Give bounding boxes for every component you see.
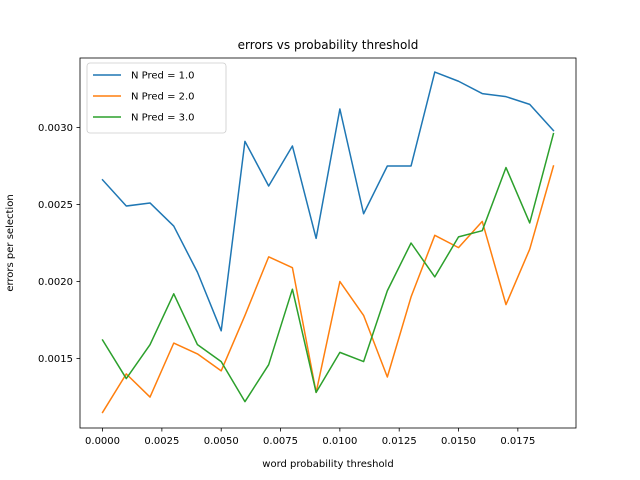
legend-label-1: N Pred = 1.0 [131,71,195,82]
y-tick-label: 0.0025 [38,200,73,211]
x-tick-label: 0.0100 [322,436,357,447]
x-tick-label: 0.0175 [500,436,535,447]
series-layer [101,71,555,414]
y-tick-label: 0.0020 [38,277,73,288]
chart-title: errors vs probability threshold [238,38,419,52]
x-tick-label: 0.0075 [263,436,298,447]
y-axis: 0.0015 0.0020 0.0025 0.0030 [38,123,80,365]
legend-label-2: N Pred = 2.0 [131,92,195,103]
plot-area-frame [79,57,577,429]
x-tick-label: 0.0000 [85,436,120,447]
x-tick-label: 0.0150 [441,436,476,447]
series-line-3 [101,132,555,403]
series-line-1 [101,71,555,332]
y-tick-label: 0.0030 [38,123,73,134]
x-axis: 0.0000 0.0025 0.0050 0.0075 0.0100 0.0125 0.01… [85,428,535,447]
x-tick-label: 0.0125 [382,436,417,447]
y-axis-label: errors per selection [5,194,16,291]
y-tick-label: 0.0015 [38,354,73,365]
legend-label-3: N Pred = 3.0 [131,113,195,124]
legend-box [86,62,227,134]
x-axis-label: word probability threshold [262,459,393,470]
x-tick-label: 0.0025 [144,436,179,447]
legend: N Pred = 1.0 N Pred = 2.0 N Pred = 3.0 [86,62,227,134]
x-tick-label: 0.0050 [204,436,239,447]
series-line-2 [101,165,555,414]
